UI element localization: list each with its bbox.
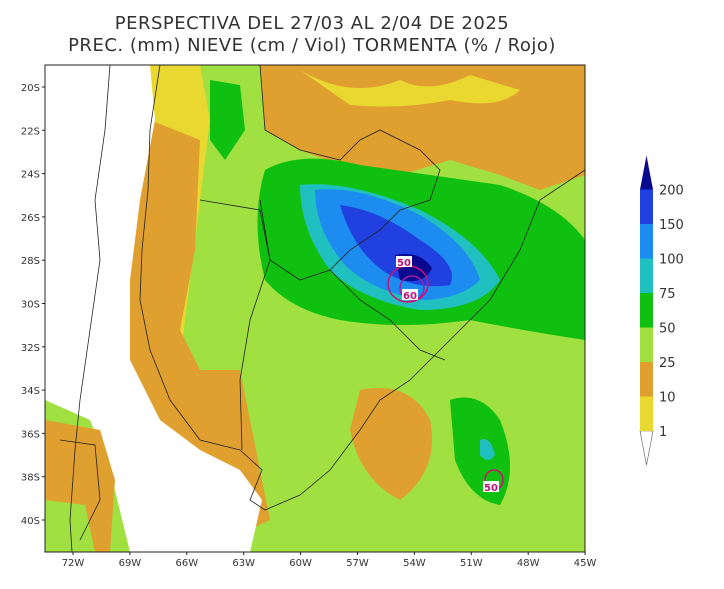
lon-label: 54W — [403, 558, 426, 569]
lon-label: 63W — [232, 558, 255, 569]
precip-map — [45, 65, 585, 552]
title-line: PERSPECTIVA DEL 27/03 AL 2/04 DE 2025 — [115, 13, 510, 34]
lon-label: 72W — [62, 558, 85, 569]
lon-label: 45W — [574, 558, 597, 569]
colorbar-label: 1 — [659, 425, 667, 440]
lon-label: 48W — [517, 558, 540, 569]
contour-label-bg — [396, 256, 412, 267]
colorbar-segment — [640, 396, 653, 431]
lon-label: 57W — [346, 558, 369, 569]
lat-label: 26S — [21, 213, 40, 224]
lat-label: 20S — [21, 83, 40, 94]
colorbar-label: 100 — [659, 253, 684, 268]
colorbar: 1 10 25 50 75 100 150 200 — [639, 155, 684, 466]
colorbar-end — [640, 155, 653, 190]
lat-label: 28S — [21, 256, 40, 267]
lat-label: 24S — [21, 170, 40, 181]
colorbar-label: 10 — [659, 391, 676, 406]
contour-label: 50 — [484, 483, 498, 494]
contour-label: 50 — [397, 258, 411, 269]
lon-label: 69W — [119, 558, 142, 569]
colorbar-end — [639, 430, 654, 466]
lon-label: 60W — [289, 558, 312, 569]
title-line: PREC. (mm) NIEVE (cm / Viol) TORMENTA (%… — [68, 35, 556, 56]
colorbar-label: 25 — [659, 356, 676, 371]
colorbar-segment — [640, 224, 653, 259]
colorbar-segment — [640, 258, 653, 293]
colorbar-label: 75 — [659, 287, 676, 302]
lat-label: 36S — [21, 429, 40, 440]
contour-label: 60 — [403, 291, 417, 302]
lon-label: 51W — [460, 558, 483, 569]
lat-label: 22S — [21, 126, 40, 137]
lat-label: 34S — [21, 386, 40, 397]
contour-labels: 50 60 50 — [396, 256, 499, 494]
colorbar-label: 200 — [659, 184, 684, 199]
lat-label: 38S — [21, 473, 40, 484]
map-frame — [44, 64, 586, 553]
colorbar-label: 50 — [659, 322, 676, 337]
colorbar-segment — [640, 293, 653, 328]
contour-label-bg — [402, 289, 418, 300]
colorbar-segment — [640, 189, 653, 224]
lat-label: 30S — [21, 300, 40, 311]
colorbar-label: 150 — [659, 218, 684, 233]
lat-label: 40S — [21, 516, 40, 527]
lon-label: 66W — [175, 558, 198, 569]
colorbar-segment — [640, 327, 653, 362]
contour-label-bg — [483, 481, 499, 492]
lat-label: 32S — [21, 343, 40, 354]
colorbar-segment — [640, 362, 653, 397]
